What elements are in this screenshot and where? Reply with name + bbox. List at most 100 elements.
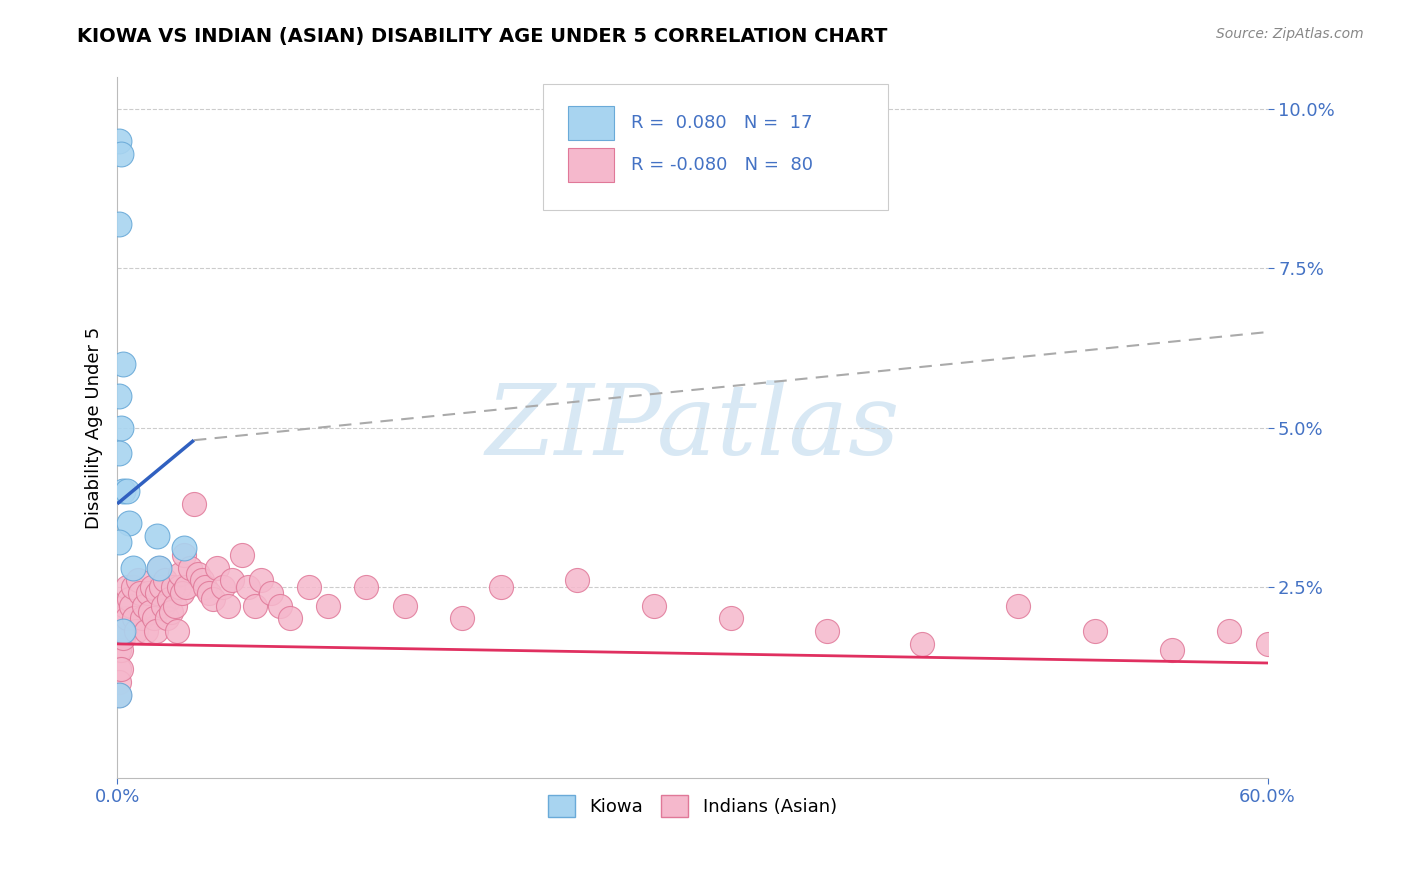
Point xyxy=(121,580,143,594)
Point xyxy=(202,592,225,607)
FancyBboxPatch shape xyxy=(568,106,614,140)
Point xyxy=(146,586,169,600)
Point xyxy=(183,497,205,511)
Point xyxy=(173,541,195,556)
Point xyxy=(205,560,228,574)
Point xyxy=(911,637,934,651)
FancyBboxPatch shape xyxy=(543,85,889,211)
Point xyxy=(108,624,131,639)
Point xyxy=(108,389,131,403)
Point xyxy=(111,357,134,371)
Point xyxy=(166,624,188,639)
Point xyxy=(157,592,180,607)
Point xyxy=(111,631,134,645)
Point xyxy=(163,599,186,613)
Point xyxy=(108,643,131,657)
Point xyxy=(136,586,159,600)
Point xyxy=(108,688,131,702)
Point xyxy=(198,586,221,600)
Point xyxy=(118,592,141,607)
Text: KIOWA VS INDIAN (ASIAN) DISABILITY AGE UNDER 5 CORRELATION CHART: KIOWA VS INDIAN (ASIAN) DISABILITY AGE U… xyxy=(77,27,887,45)
Point xyxy=(111,484,134,499)
Point xyxy=(108,611,131,625)
Point xyxy=(110,643,132,657)
Point xyxy=(179,560,201,574)
Point xyxy=(567,574,589,588)
Point xyxy=(118,516,141,530)
FancyBboxPatch shape xyxy=(568,148,614,182)
Point xyxy=(135,624,157,639)
Point xyxy=(108,134,131,148)
Point xyxy=(145,624,167,639)
Point xyxy=(156,611,179,625)
Point xyxy=(127,574,149,588)
Point xyxy=(111,624,134,639)
Point xyxy=(1218,624,1240,639)
Point xyxy=(115,611,138,625)
Point xyxy=(146,529,169,543)
Point xyxy=(1257,637,1279,651)
Point xyxy=(172,586,194,600)
Point xyxy=(211,580,233,594)
Point xyxy=(108,446,131,460)
Point xyxy=(169,566,191,581)
Point xyxy=(110,420,132,434)
Point xyxy=(316,599,339,613)
Point xyxy=(236,580,259,594)
Point xyxy=(120,599,142,613)
Point xyxy=(108,662,131,676)
Point xyxy=(245,599,267,613)
Point xyxy=(152,599,174,613)
Point xyxy=(1007,599,1029,613)
Point xyxy=(815,624,838,639)
Point xyxy=(110,662,132,676)
Point xyxy=(129,586,152,600)
Point xyxy=(108,217,131,231)
Point xyxy=(114,624,136,639)
Point xyxy=(160,605,183,619)
Point xyxy=(217,599,239,613)
Point xyxy=(174,580,197,594)
Point xyxy=(394,599,416,613)
Point xyxy=(153,574,176,588)
Point xyxy=(298,580,321,594)
Point xyxy=(190,574,212,588)
Point xyxy=(173,548,195,562)
Point xyxy=(231,548,253,562)
Point xyxy=(194,580,217,594)
Point xyxy=(451,611,474,625)
Point xyxy=(1084,624,1107,639)
Legend: Kiowa, Indians (Asian): Kiowa, Indians (Asian) xyxy=(541,788,844,824)
Text: R = -0.080   N =  80: R = -0.080 N = 80 xyxy=(631,156,814,174)
Point xyxy=(110,624,132,639)
Point xyxy=(111,611,134,625)
Point xyxy=(110,146,132,161)
Text: ZIPatlas: ZIPatlas xyxy=(485,380,900,475)
Point xyxy=(115,580,138,594)
Point xyxy=(259,586,281,600)
Point xyxy=(250,574,273,588)
Point xyxy=(115,484,138,499)
Point xyxy=(125,624,148,639)
Point xyxy=(114,599,136,613)
Point xyxy=(1160,643,1182,657)
Point xyxy=(643,599,665,613)
Point xyxy=(720,611,742,625)
Text: Source: ZipAtlas.com: Source: ZipAtlas.com xyxy=(1216,27,1364,41)
Point xyxy=(162,580,184,594)
Point xyxy=(108,675,131,690)
Point xyxy=(142,611,165,625)
Point xyxy=(141,580,163,594)
Point xyxy=(187,566,209,581)
Point xyxy=(139,605,162,619)
Point xyxy=(121,560,143,574)
Y-axis label: Disability Age Under 5: Disability Age Under 5 xyxy=(86,326,103,529)
Point xyxy=(221,574,243,588)
Point xyxy=(131,611,153,625)
Point xyxy=(150,580,173,594)
Point xyxy=(148,560,170,574)
Point xyxy=(167,580,190,594)
Point xyxy=(108,535,131,549)
Point xyxy=(278,611,301,625)
Point xyxy=(269,599,291,613)
